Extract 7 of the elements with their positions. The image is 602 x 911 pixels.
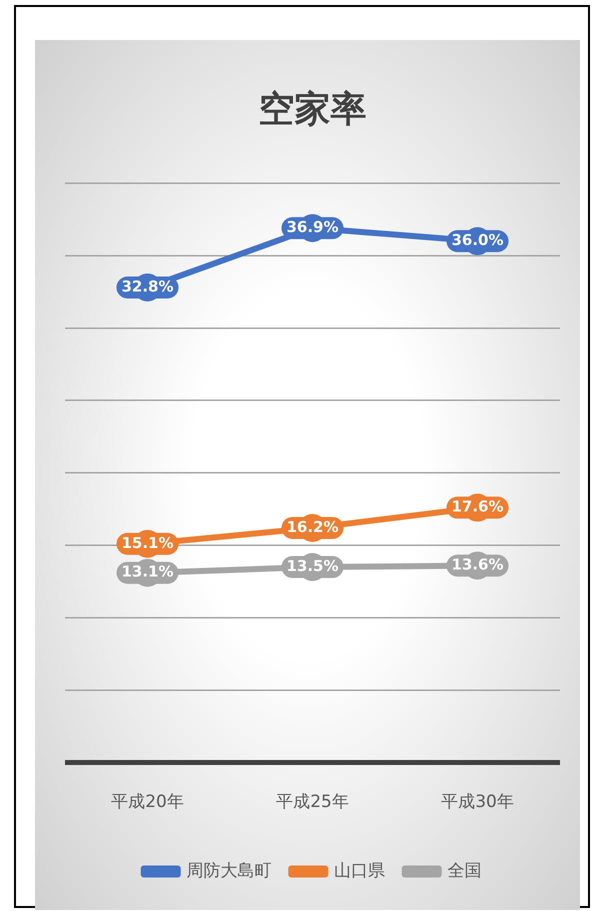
x-tick-label: 平成30年	[441, 792, 514, 812]
x-tick-label: 平成20年	[111, 792, 184, 812]
chart-title: 空家率	[258, 88, 366, 130]
legend-label: 全国	[447, 860, 482, 881]
x-tick-label: 平成25年	[276, 792, 349, 812]
legend-label: 山口県	[334, 860, 385, 881]
legend-label: 周防大島町	[186, 860, 272, 881]
